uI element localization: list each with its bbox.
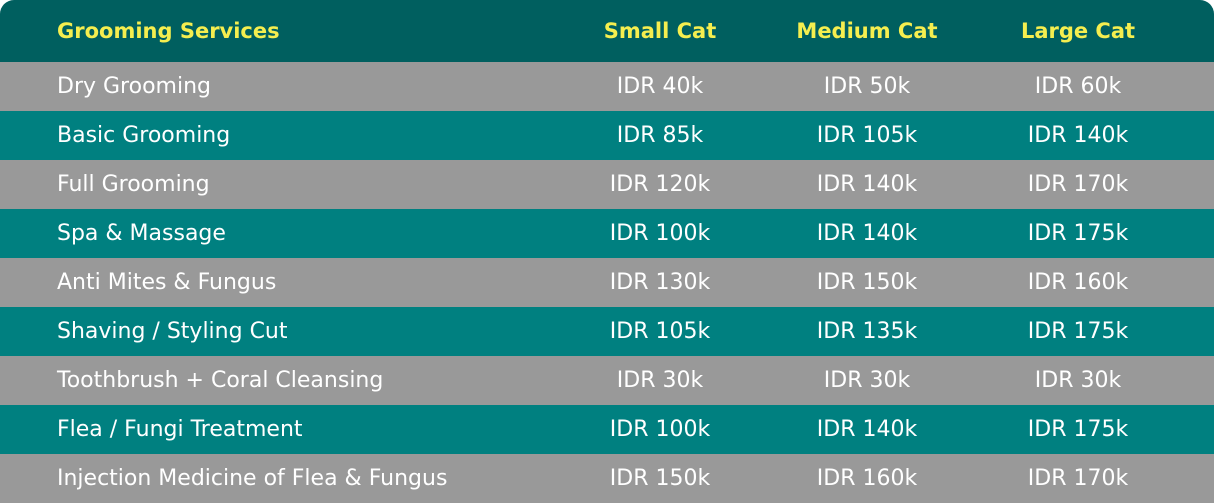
price-medium: IDR 160k	[816, 466, 918, 491]
table-row: Anti Mites & Fungus IDR 130k IDR 150k ID…	[0, 258, 1214, 307]
header-medium-cat: Medium Cat	[796, 19, 938, 43]
service-name: Injection Medicine of Flea & Fungus	[57, 466, 448, 491]
service-name: Toothbrush + Coral Cleansing	[57, 368, 384, 393]
price-large: IDR 160k	[1027, 270, 1129, 295]
price-small: IDR 150k	[609, 466, 711, 491]
price-medium: IDR 30k	[823, 368, 911, 393]
table-row: Toothbrush + Coral Cleansing IDR 30k IDR…	[0, 356, 1214, 405]
price-small: IDR 120k	[609, 172, 711, 197]
price-medium: IDR 140k	[816, 221, 918, 246]
price-small: IDR 130k	[609, 270, 711, 295]
table-row: Dry Grooming IDR 40k IDR 50k IDR 60k	[0, 62, 1214, 111]
service-name: Basic Grooming	[57, 123, 231, 148]
table-row: Basic Grooming IDR 85k IDR 105k IDR 140k	[0, 111, 1214, 160]
price-small: IDR 85k	[616, 123, 704, 148]
header-small-cat: Small Cat	[603, 19, 717, 43]
price-large: IDR 175k	[1027, 319, 1129, 344]
price-small: IDR 100k	[609, 221, 711, 246]
price-small: IDR 105k	[609, 319, 711, 344]
price-medium: IDR 140k	[816, 172, 918, 197]
table-row: Flea / Fungi Treatment IDR 100k IDR 140k…	[0, 405, 1214, 454]
price-large: IDR 30k	[1034, 368, 1122, 393]
price-large: IDR 175k	[1027, 221, 1129, 246]
service-name: Flea / Fungi Treatment	[57, 417, 303, 442]
service-name: Spa & Massage	[57, 221, 226, 246]
price-medium: IDR 150k	[816, 270, 918, 295]
table-row: Spa & Massage IDR 100k IDR 140k IDR 175k	[0, 209, 1214, 258]
price-small: IDR 30k	[616, 368, 704, 393]
price-medium: IDR 140k	[816, 417, 918, 442]
price-large: IDR 60k	[1034, 74, 1122, 99]
price-large: IDR 175k	[1027, 417, 1129, 442]
price-large: IDR 170k	[1027, 172, 1129, 197]
header-grooming-services: Grooming Services	[57, 19, 280, 43]
service-name: Full Grooming	[57, 172, 210, 197]
price-small: IDR 40k	[616, 74, 704, 99]
price-small: IDR 100k	[609, 417, 711, 442]
table-header: Grooming Services Small Cat Medium Cat L…	[0, 0, 1214, 62]
service-name: Anti Mites & Fungus	[57, 270, 277, 295]
service-name: Shaving / Styling Cut	[57, 319, 288, 344]
price-large: IDR 140k	[1027, 123, 1129, 148]
table-row: Injection Medicine of Flea & Fungus IDR …	[0, 454, 1214, 503]
service-name: Dry Grooming	[57, 74, 211, 99]
price-medium: IDR 135k	[816, 319, 918, 344]
price-medium: IDR 50k	[823, 74, 911, 99]
table-row: Shaving / Styling Cut IDR 105k IDR 135k …	[0, 307, 1214, 356]
price-large: IDR 170k	[1027, 466, 1129, 491]
table-row: Full Grooming IDR 120k IDR 140k IDR 170k	[0, 160, 1214, 209]
price-medium: IDR 105k	[816, 123, 918, 148]
header-large-cat: Large Cat	[1020, 19, 1136, 43]
